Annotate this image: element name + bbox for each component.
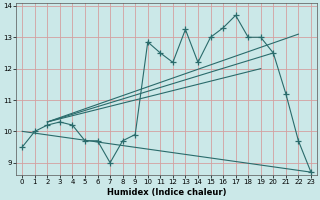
X-axis label: Humidex (Indice chaleur): Humidex (Indice chaleur)	[107, 188, 226, 197]
